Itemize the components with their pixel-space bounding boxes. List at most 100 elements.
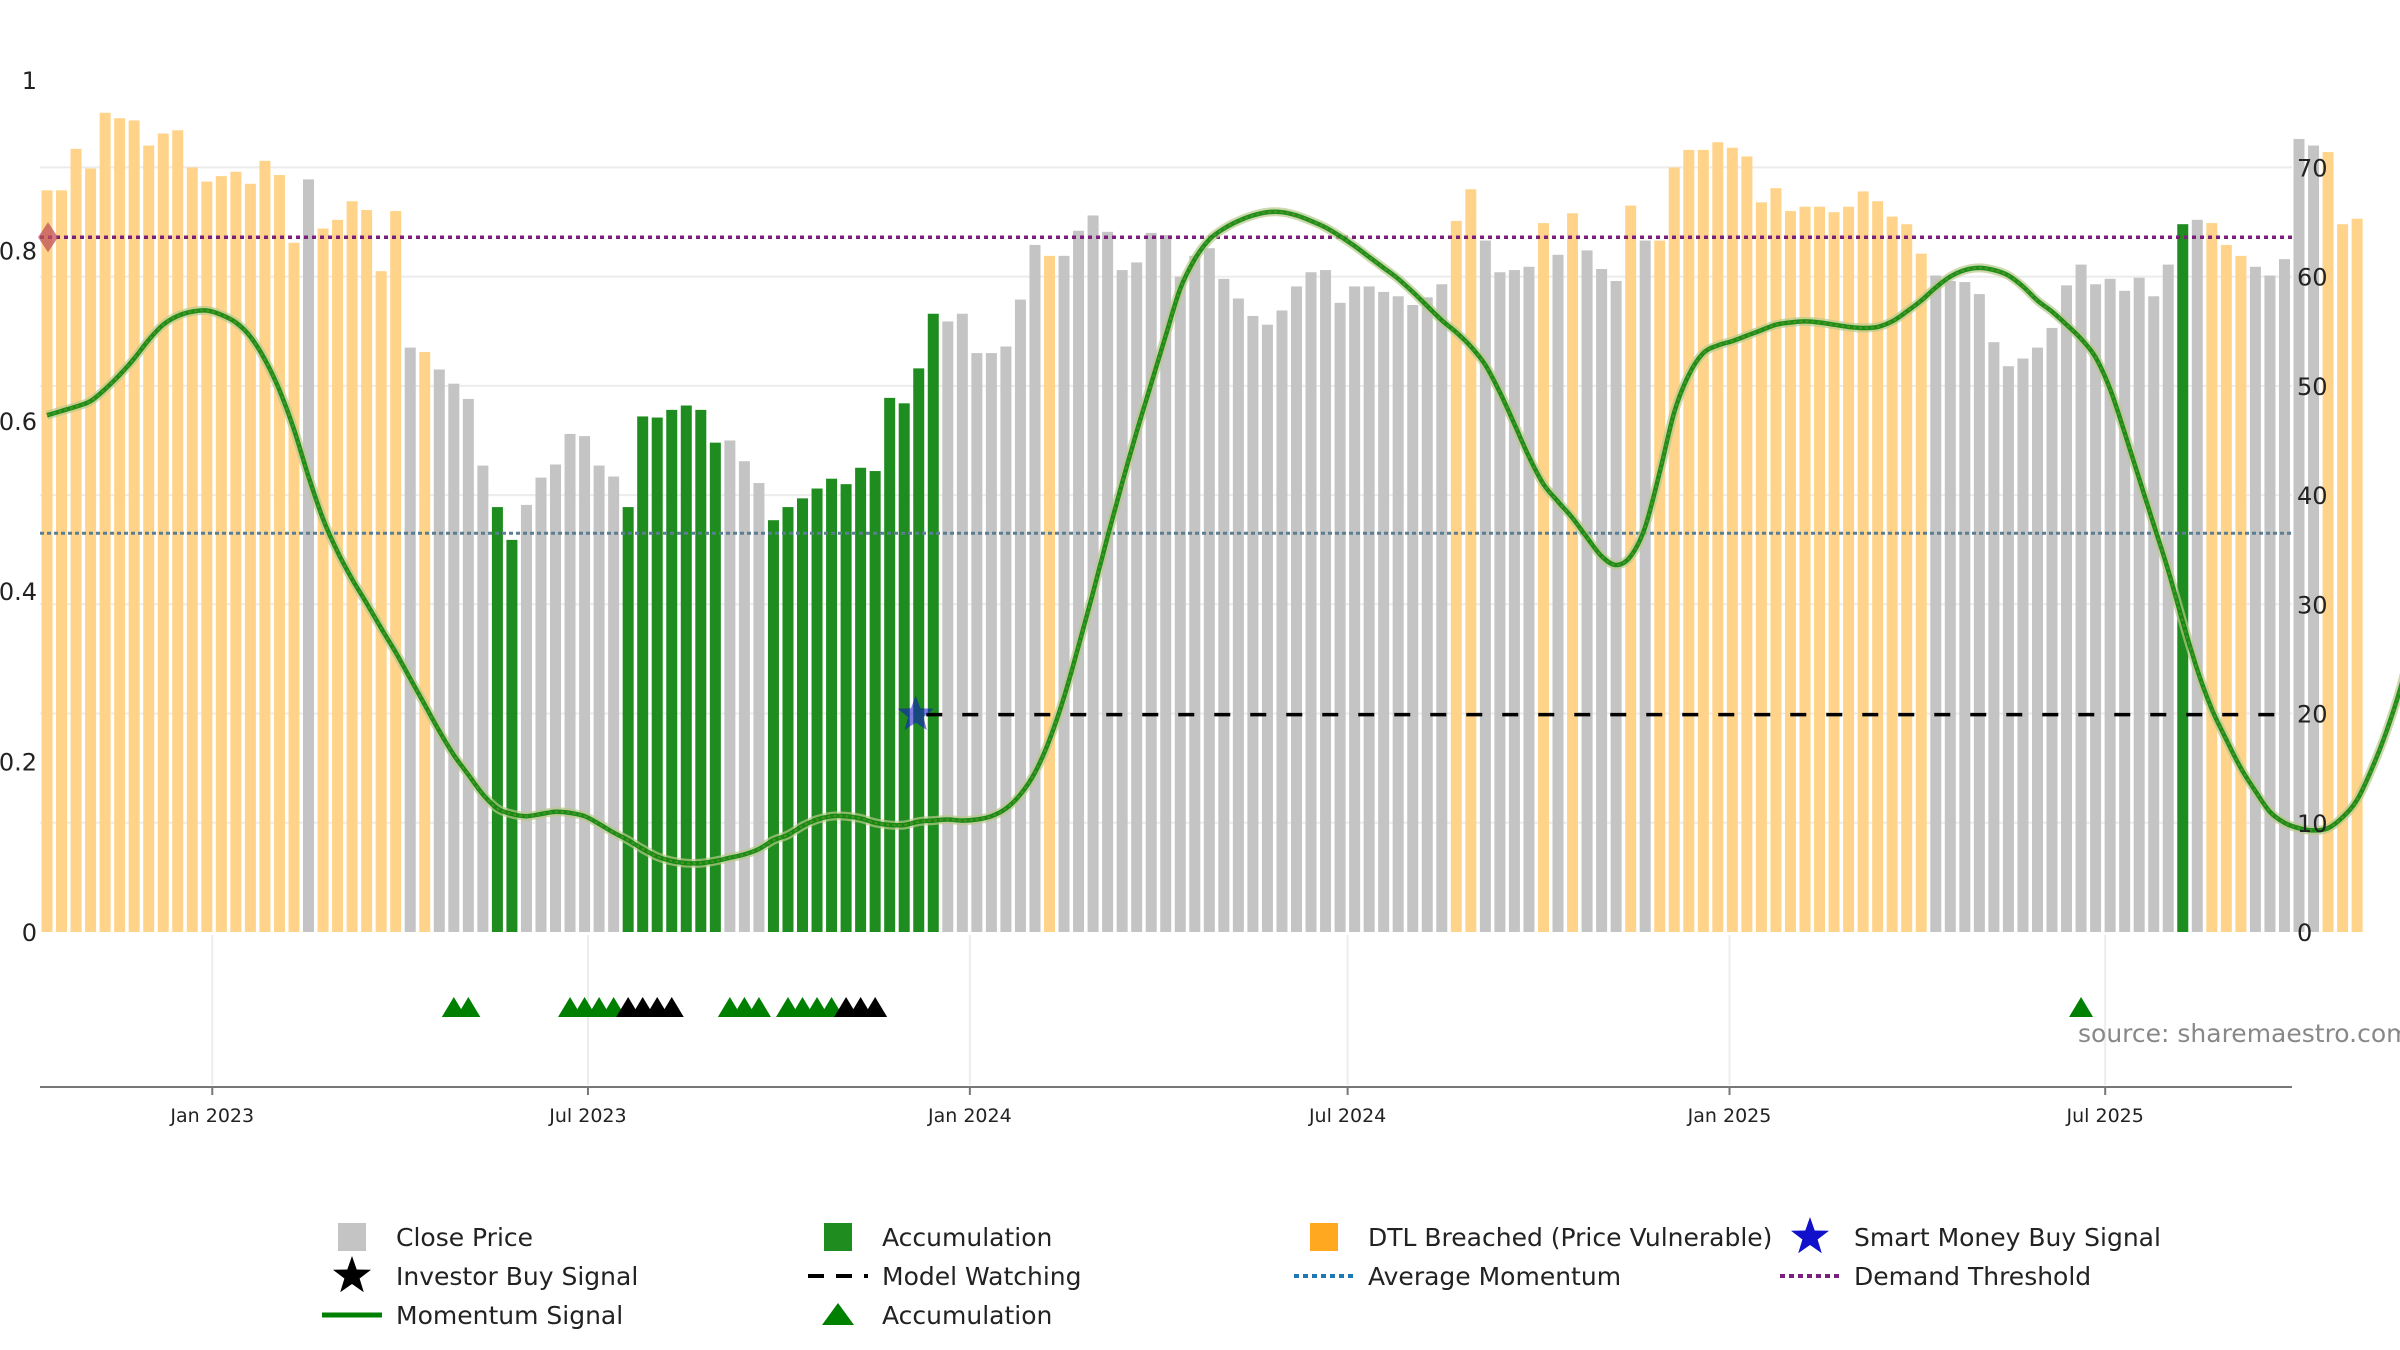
- triangle-icon: [822, 1303, 854, 1325]
- bar: [172, 130, 184, 932]
- bar: [1232, 298, 1244, 932]
- bar: [593, 465, 605, 932]
- bar: [1755, 202, 1767, 933]
- bar: [2104, 278, 2116, 932]
- bar: [1857, 191, 1869, 932]
- bar: [506, 539, 518, 932]
- bar: [1944, 280, 1956, 932]
- legend-label: Momentum Signal: [396, 1301, 623, 1330]
- bar: [1465, 189, 1477, 932]
- bar: [2220, 244, 2232, 932]
- bar: [1814, 206, 1826, 932]
- legend-item: Accumulation: [824, 1223, 1052, 1252]
- bar: [1770, 188, 1782, 933]
- bar: [390, 211, 402, 933]
- bar: [1494, 272, 1506, 932]
- bar: [985, 353, 997, 933]
- bar: [1567, 213, 1579, 932]
- bar: [2191, 219, 2203, 933]
- bar: [303, 179, 315, 932]
- bar: [1087, 215, 1099, 932]
- bar: [1610, 280, 1622, 932]
- left-axis-tick: 0.4: [0, 578, 37, 606]
- bar: [913, 368, 925, 932]
- bar: [157, 133, 169, 932]
- bar: [2322, 152, 2334, 933]
- bar: [1508, 270, 1520, 932]
- left-axis-tick: 0.2: [0, 749, 37, 777]
- square-icon: [824, 1223, 852, 1251]
- legend-label: Demand Threshold: [1854, 1262, 2091, 1291]
- bar: [1930, 275, 1942, 932]
- bar: [1828, 212, 1840, 932]
- bar: [2264, 275, 2276, 932]
- bar: [1378, 291, 1390, 932]
- bar: [2206, 223, 2218, 933]
- bar: [143, 145, 155, 933]
- bar: [201, 181, 213, 933]
- bar: [1145, 232, 1157, 932]
- right-axis-tick: 0: [2297, 919, 2312, 947]
- bar: [215, 176, 227, 933]
- bar: [1116, 270, 1128, 932]
- investor-triangle-icon: [659, 997, 684, 1017]
- bar: [288, 242, 300, 932]
- legend-label: Accumulation: [882, 1301, 1052, 1330]
- bar: [2002, 366, 2014, 933]
- bar: [811, 488, 823, 932]
- x-axis-tick-label: Jul 2025: [2066, 1105, 2144, 1127]
- bar: [956, 313, 968, 932]
- bar: [826, 478, 838, 932]
- bar: [840, 484, 852, 932]
- bar: [1784, 211, 1796, 933]
- bar: [128, 120, 140, 932]
- bar: [2293, 138, 2305, 932]
- bar: [1000, 346, 1012, 932]
- x-axis-tick-label: Jan 2023: [169, 1105, 254, 1127]
- bar: [2351, 218, 2363, 932]
- bar: [1988, 342, 2000, 933]
- investor-triangle-icon: [863, 997, 888, 1017]
- bar: [1305, 272, 1317, 932]
- bar: [1479, 240, 1491, 933]
- bar: [477, 465, 489, 932]
- reference-lines: [40, 235, 2292, 717]
- bar: [448, 383, 460, 933]
- signal-markers: [38, 222, 2094, 1017]
- bar: [1189, 255, 1201, 932]
- bar: [2249, 266, 2261, 932]
- bar: [1102, 231, 1114, 933]
- legend-label: Model Watching: [882, 1262, 1082, 1291]
- bar: [1247, 315, 1259, 932]
- bar: [535, 477, 547, 932]
- bar: [1799, 206, 1811, 932]
- bar: [695, 409, 707, 932]
- bar: [2337, 224, 2349, 932]
- bar: [1683, 149, 1695, 932]
- bar: [1203, 248, 1215, 932]
- bar: [1625, 205, 1637, 933]
- bar: [1392, 296, 1404, 932]
- right-axis-tick: 40: [2297, 482, 2328, 510]
- bar: [971, 353, 983, 933]
- bar: [1726, 147, 1738, 932]
- x-axis-tick-label: Jan 2025: [1687, 1105, 1772, 1127]
- bar: [56, 190, 68, 933]
- bar: [1537, 223, 1549, 933]
- bar: [2119, 290, 2131, 932]
- legend-label: Close Price: [396, 1223, 533, 1252]
- bar: [1872, 201, 1884, 932]
- bar: [767, 520, 779, 932]
- bar: [797, 498, 809, 932]
- bar: [2017, 358, 2029, 932]
- bar: [520, 504, 532, 932]
- bar: [2278, 259, 2290, 933]
- bar: [608, 476, 620, 932]
- right-axis-tick: 30: [2297, 591, 2328, 619]
- bar: [2308, 145, 2320, 933]
- bar: [273, 175, 285, 932]
- bar: [1363, 286, 1375, 932]
- bar: [99, 112, 111, 933]
- bar: [244, 183, 256, 932]
